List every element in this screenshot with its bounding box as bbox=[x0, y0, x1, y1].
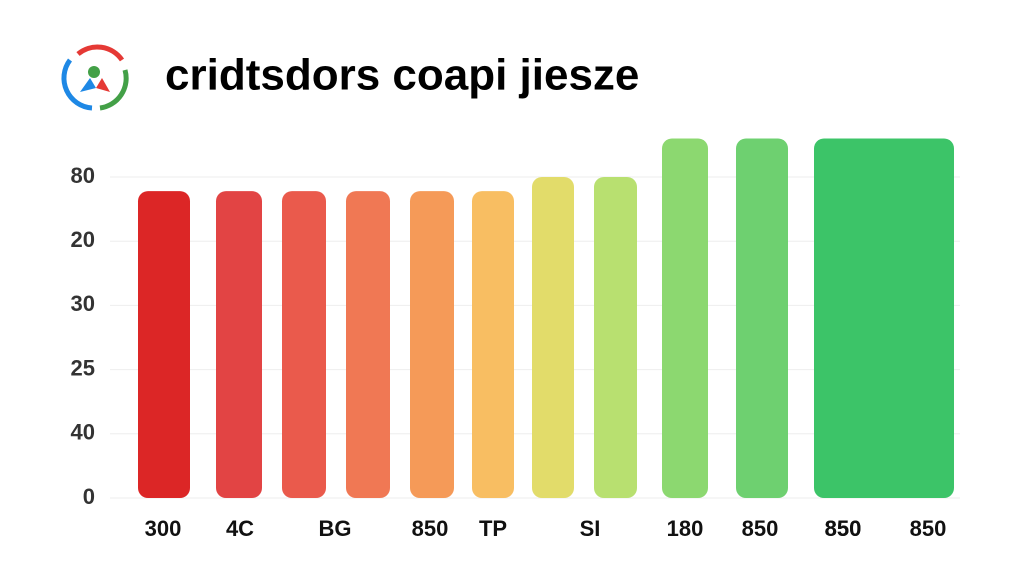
x-tick-label: 300 bbox=[145, 516, 182, 541]
x-tick-label: 850 bbox=[742, 516, 779, 541]
y-tick-label: 25 bbox=[71, 355, 95, 380]
bar bbox=[594, 177, 637, 498]
x-tick-label: 4C bbox=[226, 516, 254, 541]
bar bbox=[346, 191, 390, 498]
y-tick-label: 0 bbox=[83, 484, 95, 509]
y-tick-label: 40 bbox=[71, 420, 95, 445]
bar bbox=[814, 138, 954, 499]
y-tick-label: 20 bbox=[71, 227, 95, 252]
x-tick-label: 850 bbox=[412, 516, 449, 541]
bar bbox=[472, 191, 514, 498]
x-tick-label: TP bbox=[479, 516, 507, 541]
chart-title: cridtsdors coapi jiesze bbox=[165, 51, 639, 100]
bar bbox=[736, 138, 788, 499]
logo bbox=[61, 44, 129, 111]
bar bbox=[532, 177, 574, 498]
bar bbox=[282, 191, 326, 498]
x-tick-label: BG bbox=[319, 516, 352, 541]
x-tick-label: SI bbox=[580, 516, 601, 541]
y-tick-label: 80 bbox=[71, 163, 95, 188]
x-tick-label: 850 bbox=[910, 516, 947, 541]
x-tick-label: 850 bbox=[825, 516, 862, 541]
bar bbox=[216, 191, 262, 498]
bar bbox=[138, 191, 190, 498]
bar bbox=[410, 191, 454, 498]
bar bbox=[662, 138, 708, 499]
x-tick-label: 180 bbox=[667, 516, 704, 541]
y-tick-label: 30 bbox=[71, 291, 95, 316]
x-tick-label: 850 bbox=[825, 516, 862, 541]
